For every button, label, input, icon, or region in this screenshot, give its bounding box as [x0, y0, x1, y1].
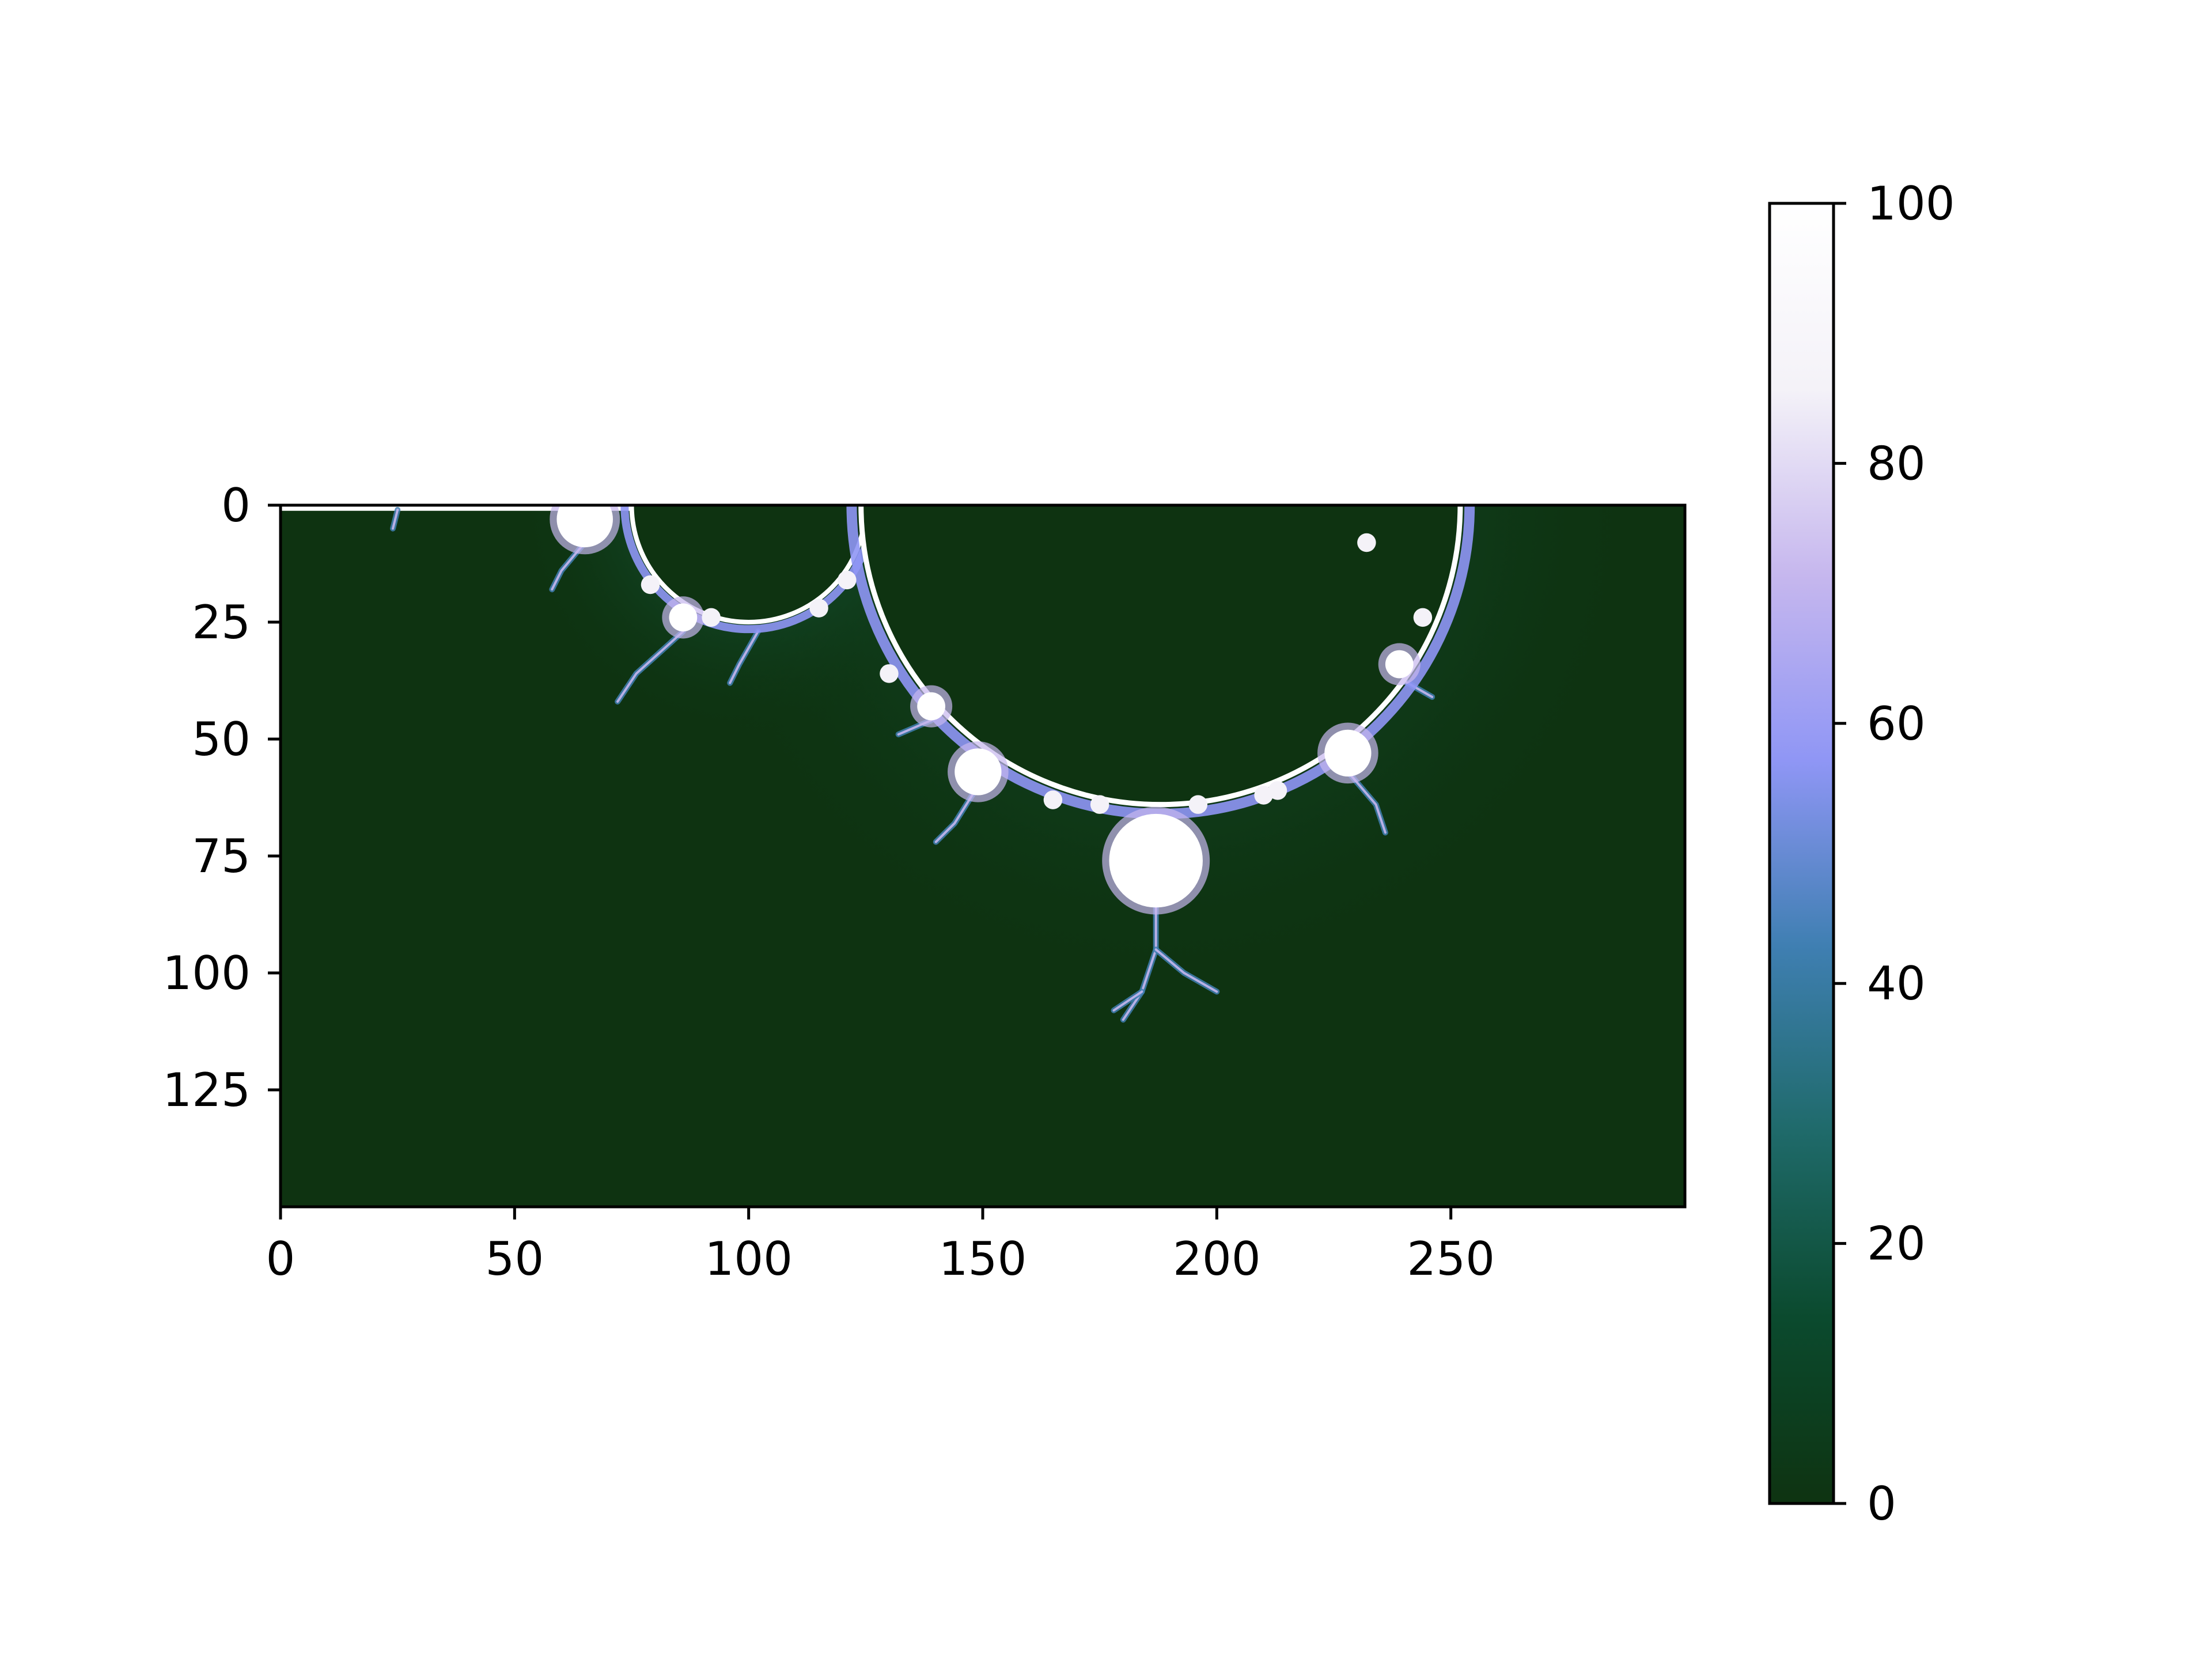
bright-bulb — [556, 505, 613, 548]
x-tick-label: 150 — [939, 1232, 1027, 1286]
boundary-speck — [1357, 533, 1376, 552]
boundary-speck — [1188, 795, 1208, 814]
colorbar: 0 20 40 60 80 100 — [1768, 177, 1955, 1531]
boundary-strip — [281, 505, 632, 511]
boundary-speck — [1043, 790, 1063, 809]
y-tick-label: 75 — [192, 830, 251, 883]
colorbar-tick-label: 40 — [1867, 957, 1926, 1010]
bright-bulb — [669, 603, 698, 632]
boundary-speck — [702, 608, 721, 627]
colorbar-gradient — [1770, 203, 1834, 1503]
y-tick-label: 50 — [192, 713, 251, 766]
y-axis: 0 25 50 75 100 125 — [162, 479, 281, 1117]
filament — [616, 630, 684, 703]
boundary-speck — [1254, 786, 1273, 805]
filament — [729, 630, 759, 684]
filament — [1112, 990, 1143, 1012]
y-tick-label: 25 — [192, 596, 251, 649]
bright-bulb — [1109, 813, 1203, 908]
boundary-speck — [641, 575, 660, 594]
y-tick-label: 0 — [221, 479, 251, 532]
main-cardioid — [858, 505, 1463, 808]
x-tick-label: 250 — [1407, 1232, 1495, 1286]
colorbar-axis: 0 20 40 60 80 100 — [1834, 177, 1955, 1531]
boundary-speck — [838, 570, 857, 590]
filament — [1154, 948, 1218, 993]
boundary-speck — [1090, 795, 1109, 814]
bright-bulb — [955, 748, 1002, 796]
x-tick-label: 0 — [266, 1232, 296, 1286]
x-tick-label: 50 — [485, 1232, 544, 1286]
colorbar-tick-label: 80 — [1867, 437, 1926, 490]
bright-bulb — [917, 692, 945, 721]
colorbar-tick-label: 0 — [1867, 1477, 1896, 1531]
bulb-rim — [620, 505, 877, 634]
colorbar-tick-label: 20 — [1867, 1217, 1926, 1271]
heatmap-image — [281, 505, 1685, 1207]
x-axis: 0 50 100 150 200 250 — [266, 1207, 1495, 1286]
colorbar-tick-label: 60 — [1867, 697, 1926, 751]
secondary-bulb — [629, 505, 868, 624]
boundary-speck — [1268, 781, 1287, 800]
bright-bulb — [1324, 729, 1372, 777]
filament — [1122, 906, 1157, 1021]
y-tick-label: 125 — [162, 1063, 251, 1117]
boundary-speck — [809, 599, 828, 618]
filament — [1346, 770, 1387, 834]
filament — [392, 509, 399, 530]
boundary-speck — [880, 664, 899, 683]
bright-bulb — [1385, 650, 1414, 679]
colorbar-tick-label: 100 — [1867, 177, 1955, 230]
x-tick-label: 200 — [1173, 1232, 1261, 1286]
colorbar-frame — [1768, 202, 1835, 1505]
boundary-speck — [1413, 608, 1433, 627]
y-tick-label: 100 — [162, 946, 251, 1000]
x-tick-label: 100 — [704, 1232, 793, 1286]
